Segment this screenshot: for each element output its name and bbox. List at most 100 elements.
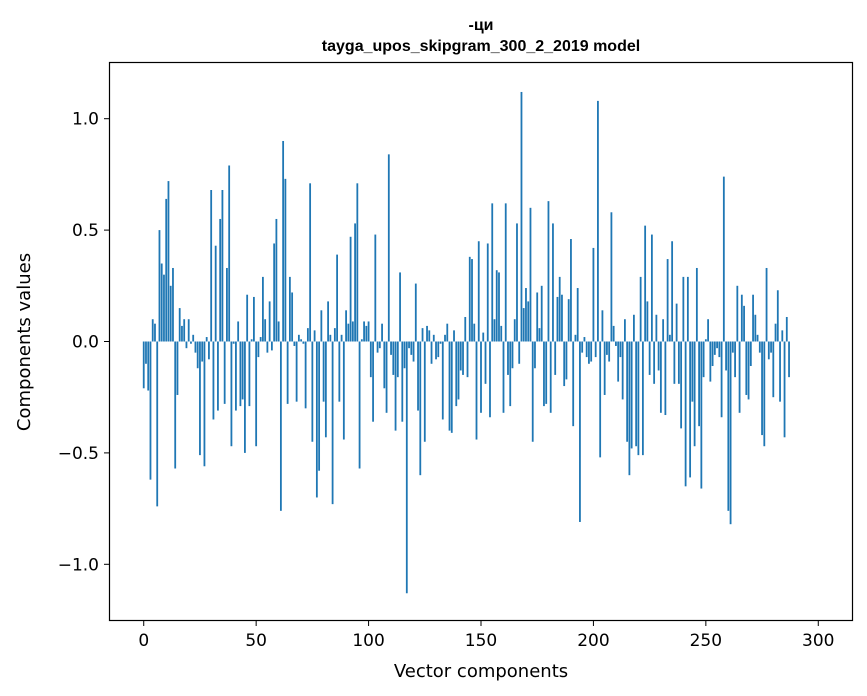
bar-component-144 <box>466 341 469 378</box>
bar-component-148 <box>475 341 478 440</box>
bar-component-53 <box>262 276 264 342</box>
bar-component-154 <box>489 341 491 418</box>
bar-component-216 <box>628 341 631 476</box>
bar-component-8 <box>160 263 163 342</box>
bar-component-57 <box>270 341 273 351</box>
bar-component-112 <box>394 341 397 431</box>
bar-component-104 <box>376 341 379 353</box>
bar-component-234 <box>668 334 671 342</box>
bar-component-52 <box>259 337 262 342</box>
bar-component-124 <box>421 328 424 342</box>
bar-component-170 <box>525 288 527 342</box>
bar-component-256 <box>718 341 721 358</box>
bar-component-239 <box>680 341 683 429</box>
bar-component-179 <box>545 341 548 404</box>
bar-component-41 <box>235 341 237 411</box>
bar-component-166 <box>516 223 518 342</box>
bar-component-225 <box>648 341 651 375</box>
bar-component-117 <box>405 341 408 594</box>
bar-component-285 <box>783 341 786 438</box>
bar-component-261 <box>729 341 732 525</box>
bar-component-184 <box>556 296 559 342</box>
bar-component-11 <box>167 181 170 342</box>
bar-component-249 <box>702 341 705 378</box>
bar-component-248 <box>700 341 703 489</box>
bar-component-5 <box>154 323 156 342</box>
bar-component-87 <box>338 341 341 402</box>
y-axis-ticks: −1.0 −0.5 0.0 0.5 1.0 <box>58 110 110 575</box>
bar-component-281 <box>774 323 777 342</box>
bar-component-141 <box>459 341 462 371</box>
bar-component-172 <box>529 207 532 342</box>
bar-component-137 <box>450 341 453 433</box>
bar-component-72 <box>304 341 307 409</box>
bar-component-175 <box>536 292 539 342</box>
bar-component-211 <box>617 341 620 382</box>
bar-component-97 <box>360 339 363 342</box>
bar-component-205 <box>603 341 606 395</box>
bar-component-48 <box>250 339 253 342</box>
plot-frame <box>108 61 854 622</box>
bar-component-102 <box>372 341 374 422</box>
bar-component-203 <box>599 341 602 458</box>
chart-title: -ци <box>469 17 494 34</box>
bar-component-62 <box>282 140 285 342</box>
bar-component-251 <box>707 319 709 342</box>
bar-component-28 <box>205 337 208 342</box>
bar-component-0 <box>142 341 145 389</box>
bar-component-245 <box>693 341 696 447</box>
bar-component-51 <box>257 341 260 358</box>
y-tick-label: −1.0 <box>58 555 99 575</box>
bar-component-176 <box>538 328 541 342</box>
bar-component-192 <box>574 334 577 342</box>
bar-component-88 <box>340 334 343 342</box>
bar-component-167 <box>518 341 521 364</box>
bar-component-188 <box>565 341 568 380</box>
bar-component-40 <box>232 341 235 344</box>
bar-component-163 <box>509 341 512 407</box>
bar-component-64 <box>286 341 289 404</box>
bar-component-29 <box>208 341 210 360</box>
bar-component-276 <box>763 341 766 447</box>
bar-component-173 <box>531 341 534 442</box>
bar-component-82 <box>327 301 329 342</box>
x-tick-label: 50 <box>245 631 267 651</box>
bar-component-60 <box>277 321 280 342</box>
bar-component-246 <box>695 267 698 342</box>
bar-component-204 <box>601 310 604 342</box>
bar-component-207 <box>608 341 611 362</box>
bar-component-30 <box>210 190 213 342</box>
bar-component-236 <box>673 341 676 384</box>
bar-component-37 <box>226 267 228 342</box>
bar-component-223 <box>644 225 647 342</box>
bar-component-190 <box>570 239 572 342</box>
bar-component-217 <box>630 341 633 449</box>
bar-component-74 <box>309 183 312 342</box>
bar-component-273 <box>756 334 759 342</box>
bar-component-67 <box>293 341 296 346</box>
bar-component-119 <box>410 341 413 355</box>
bar-component-44 <box>241 341 244 400</box>
bar-component-209 <box>612 325 615 342</box>
bar-component-114 <box>399 272 401 342</box>
bar-component-1 <box>145 341 147 364</box>
bar-component-39 <box>230 341 233 447</box>
bar-component-199 <box>590 341 593 362</box>
bar-component-159 <box>500 325 503 342</box>
bar-component-187 <box>563 341 566 387</box>
bar-component-92 <box>349 236 352 342</box>
bar-component-63 <box>284 178 287 342</box>
bar-component-243 <box>689 341 692 478</box>
bar-component-108 <box>385 341 388 413</box>
bar-component-69 <box>297 334 300 342</box>
bar-component-171 <box>527 301 530 342</box>
chart-subtitle: tayga_upos_skipgram_300_2_2019 model <box>322 38 640 55</box>
bar-component-76 <box>313 330 316 342</box>
bar-component-277 <box>765 267 768 342</box>
bar-component-241 <box>684 341 687 487</box>
bar-component-182 <box>552 223 554 342</box>
bar-component-58 <box>273 243 276 342</box>
bar-component-169 <box>522 308 525 342</box>
bar-component-14 <box>174 341 177 469</box>
